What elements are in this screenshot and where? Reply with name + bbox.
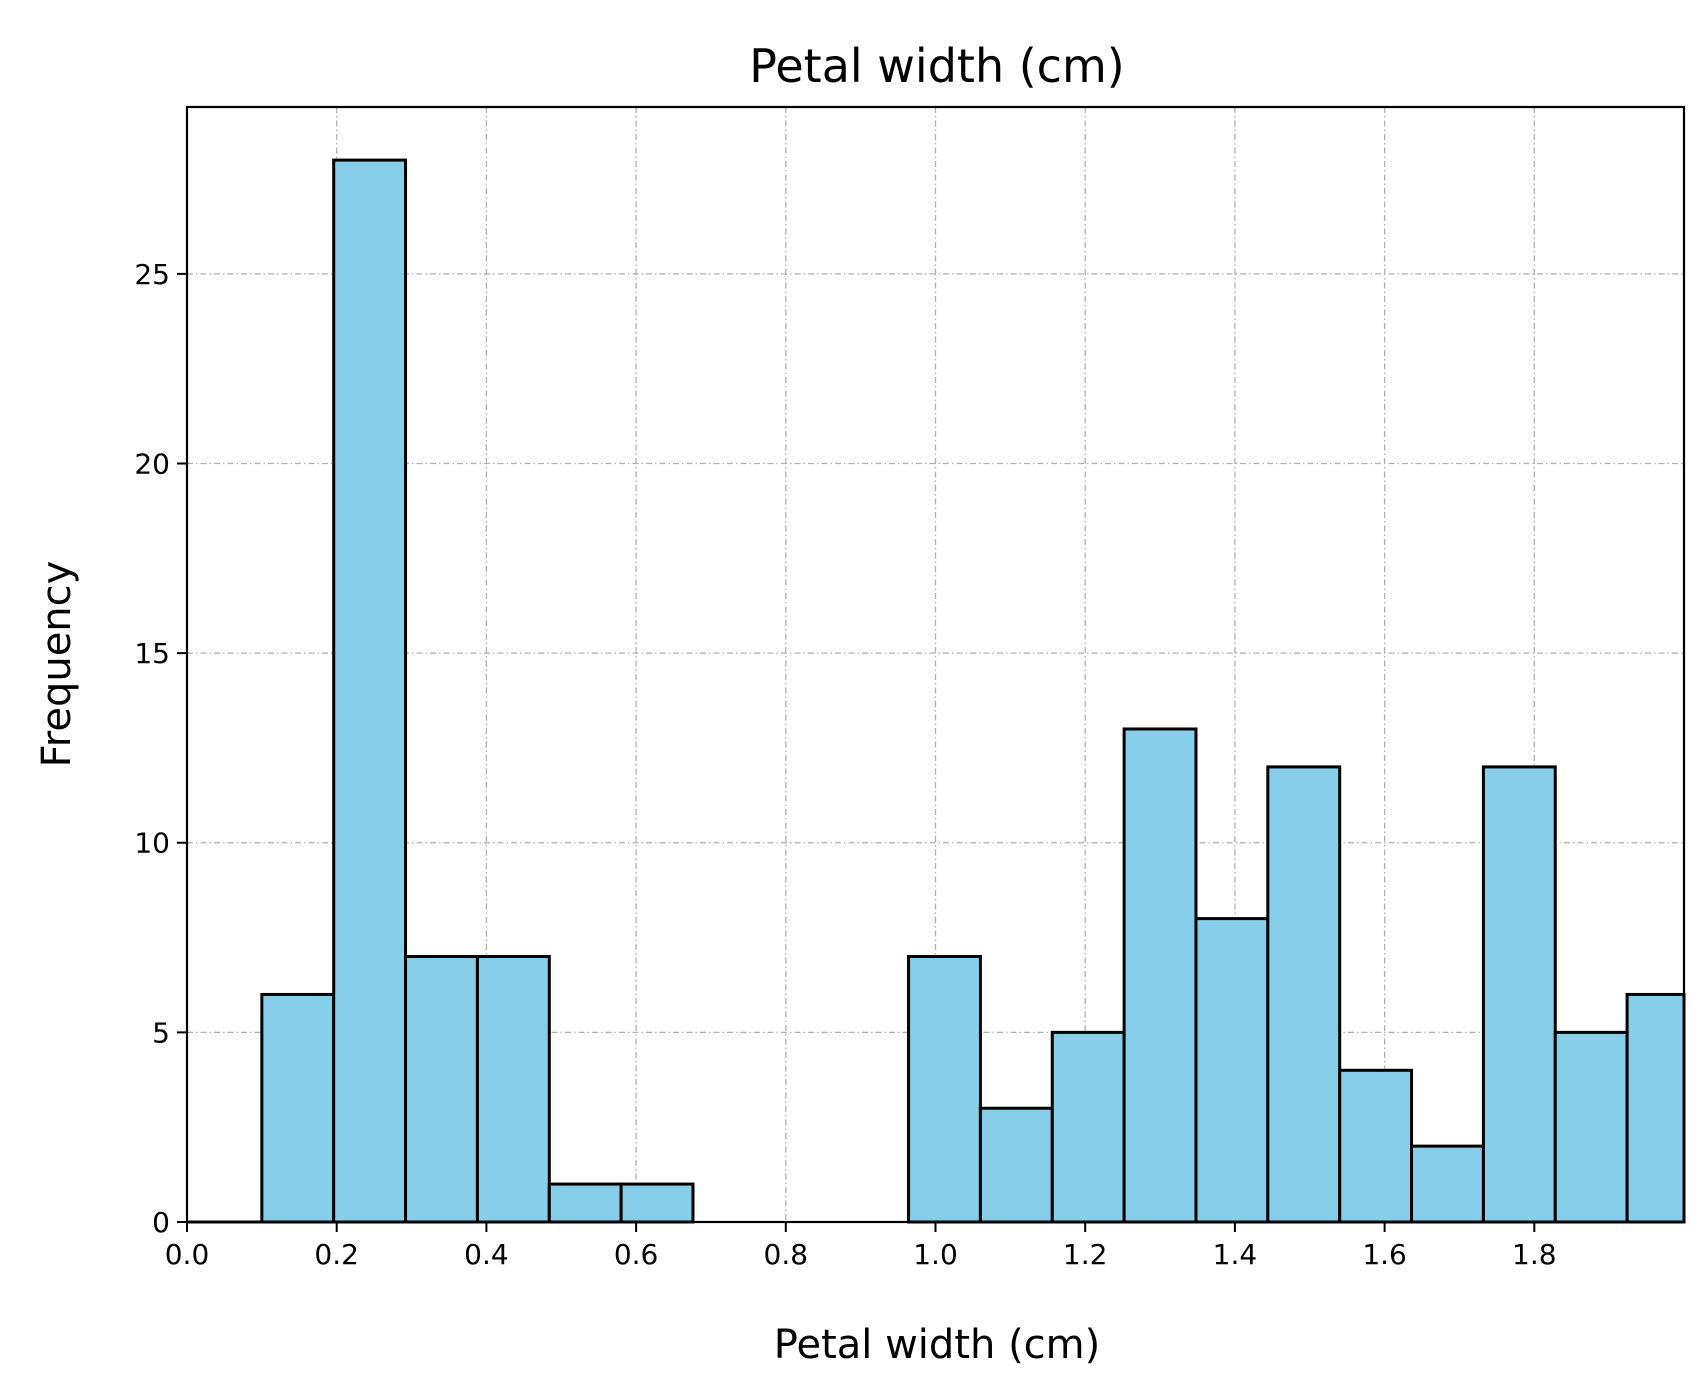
x-tick-label-7: 1.4 (1213, 1238, 1258, 1271)
bar-bin-9 (907, 955, 982, 1224)
x-axis-ticks: 0.0 0.2 0.4 0.6 0.8 1.0 1.2 1.4 1.6 1.8 (165, 1222, 1557, 1271)
bar-bin-11 (1050, 1030, 1126, 1224)
bar-bin-4 (547, 1182, 623, 1224)
y-tick-label-3: 15 (134, 637, 170, 670)
y-tick-label-1: 5 (152, 1016, 170, 1049)
x-tick-label-1: 0.2 (314, 1238, 359, 1271)
bar-bin-18 (1553, 1030, 1629, 1224)
bar-bin-19 (1625, 992, 1686, 1224)
bar-bin-12 (1122, 727, 1198, 1224)
x-tick-label-9: 1.8 (1512, 1238, 1557, 1271)
bar-bin-3 (475, 955, 551, 1224)
y-axis-ticks: 0 5 10 15 20 25 (134, 258, 187, 1239)
x-tick-label-6: 1.2 (1063, 1238, 1108, 1271)
x-tick-label-5: 1.0 (913, 1238, 958, 1271)
x-tick-label-4: 0.8 (764, 1238, 809, 1271)
bar-bin-2 (404, 955, 479, 1224)
bar-bin-15 (1338, 1068, 1414, 1224)
bars (187, 158, 1686, 1224)
chart-title: Petal width (cm) (749, 39, 1124, 93)
y-tick-label-4: 20 (134, 447, 170, 480)
bar-bin-0 (260, 992, 336, 1224)
bar-bin-5 (619, 1182, 695, 1224)
y-tick-label-0: 0 (152, 1206, 170, 1239)
bar-bin-1 (332, 158, 408, 1224)
bar-bin-17 (1481, 765, 1557, 1224)
bar-bin-14 (1266, 765, 1342, 1224)
x-tick-label-8: 1.6 (1362, 1238, 1407, 1271)
bar-bin-10 (978, 1106, 1054, 1224)
y-tick-label-5: 25 (134, 258, 170, 291)
x-axis-label: Petal width (cm) (774, 1322, 1100, 1368)
y-tick-label-2: 10 (134, 827, 170, 860)
x-tick-label-0: 0.0 (165, 1238, 210, 1271)
bar-bin-16 (1410, 1144, 1485, 1224)
x-tick-label-2: 0.4 (464, 1238, 509, 1271)
x-tick-label-3: 0.6 (614, 1238, 659, 1271)
bar-bin-13 (1194, 917, 1270, 1224)
y-axis-label: Frequency (34, 561, 80, 768)
